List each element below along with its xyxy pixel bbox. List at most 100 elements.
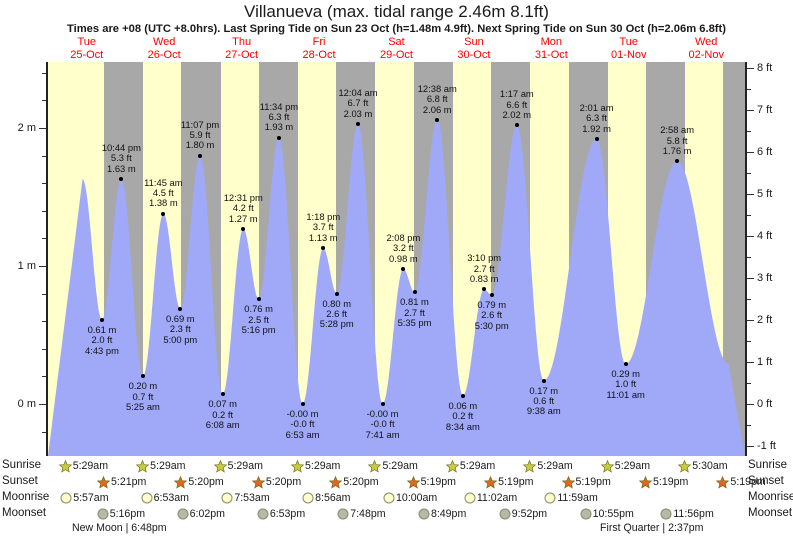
axis-tick	[42, 293, 46, 295]
moonrise-entry-time: 7:53am	[234, 492, 270, 504]
tide-feet: 5.8 ft	[666, 134, 688, 146]
tide-label-low-10: -0.00 m -0.0 ft 6:53 am	[286, 408, 320, 440]
tide-metres: 2.06 m	[422, 103, 452, 115]
tide-label-high-23: 2:01 am 6.3 ft 1.92 m	[580, 102, 614, 134]
moonset-entry-time: 11:56pm	[673, 508, 714, 520]
tide-point-15	[401, 266, 406, 271]
sunset-entry-time: 5:19pm	[498, 476, 534, 488]
sunset-entry-1: 5:20pm	[174, 474, 224, 490]
day-header-5: Sun 30-Oct	[435, 35, 512, 61]
moonset-entry-0: 5:16pm	[97, 506, 145, 522]
axis-tick	[42, 155, 46, 157]
astro-row-moonrise: Moonrise Moonrise 5:57am 6:53am 7:53am 8:56…	[0, 490, 793, 506]
axis-tick	[747, 340, 751, 342]
tide-label-high-3: 11:45 am 4.5 ft 1.38 m	[144, 176, 183, 209]
axis-tick	[747, 298, 751, 300]
axis-tick	[747, 193, 754, 195]
y-axis-left	[46, 62, 48, 456]
astro-row-sunrise: Sunrise Sunrise 5:29am 5:29am 5:29am 5:29am…	[0, 458, 793, 474]
moonrise-entry-0: 5:57am	[60, 490, 109, 506]
sunrise-entry-time: 5:29am	[227, 460, 263, 472]
tide-point-24	[623, 361, 628, 366]
day-of-week: Sun	[464, 36, 484, 48]
day-date: 31-Oct	[534, 48, 568, 61]
tide-metres: 1.63 m	[107, 162, 136, 174]
tide-metres: 1.13 m	[308, 231, 338, 243]
sunset-entry-8: 5:19pm	[716, 474, 766, 490]
axis-tick	[747, 319, 754, 321]
tide-metres: 0.80 m	[322, 297, 352, 309]
axis-tick	[42, 72, 46, 74]
tide-point-22	[541, 378, 546, 383]
axis-tick	[747, 277, 754, 279]
tide-point-5	[198, 153, 203, 158]
tide-label-low-22: 0.17 m 0.6 ft 9:38 am	[526, 385, 561, 417]
moonset-entry-7: 11:56pm	[660, 506, 714, 522]
tide-time: 12:38 am	[417, 82, 457, 94]
axis-tick	[39, 404, 46, 405]
moon-phase-time: 6:48pm	[131, 522, 167, 534]
tide-metres: 0.98 m	[389, 252, 418, 264]
moon-phase-separator: |	[659, 522, 669, 534]
day-date: 01-Nov	[611, 48, 647, 61]
day-date: 02-Nov	[688, 48, 724, 61]
sunset-label-left: Sunset	[2, 475, 38, 487]
tide-time: 8:34 am	[445, 420, 480, 432]
day-of-week: Fri	[312, 36, 326, 48]
tide-label-low-2: 0.20 m 0.7 ft 5:25 am	[126, 380, 160, 412]
tide-label-high-13: 12:04 am 6.7 ft 2.03 m	[338, 87, 377, 119]
moon-phase-1: First Quarter | 2:37pm	[600, 522, 703, 534]
moon-phase-row: New Moon | 6:48pm First Quarter | 2:37pm	[0, 522, 793, 538]
tide-metres: -0.00 m	[366, 408, 399, 419]
tide-feet: 2.7 ft	[404, 306, 425, 318]
axis-tick	[747, 256, 751, 258]
moonrise-entry-time: 11:59am	[557, 492, 598, 504]
star-icon	[368, 459, 382, 473]
star-icon	[445, 459, 459, 473]
tide-point-10	[300, 402, 305, 406]
tide-point-11	[321, 246, 326, 251]
day-of-week: Sat	[388, 36, 405, 48]
axis-tick	[747, 361, 754, 363]
tide-feet: 2.0 ft	[91, 334, 113, 346]
y-label-right-2ft: 2 ft	[757, 313, 773, 326]
tide-metres: 1.76 m	[662, 144, 692, 156]
tide-feet: 6.3 ft	[268, 111, 290, 123]
axis-tick	[39, 128, 46, 129]
tide-time: 11:45 am	[144, 176, 183, 188]
moonrise-label-left: Moonrise	[2, 491, 50, 503]
tide-label-high-17: 12:38 am 6.8 ft 2.06 m	[417, 82, 457, 115]
moonset-label-left: Moonset	[2, 507, 47, 519]
tide-metres: 0.69 m	[165, 312, 195, 324]
tide-label-high-21: 1:17 am 6.6 ft 2.02 m	[500, 88, 534, 120]
moonset-label-right: Moonset	[748, 507, 793, 519]
tide-point-9	[276, 135, 281, 140]
moonset-entry-time: 8:49pm	[430, 508, 467, 520]
tide-label-high-25: 2:58 am 5.8 ft 1.76 m	[660, 124, 694, 156]
moonrise-entry-3: 8:56am	[302, 490, 351, 506]
tide-metres: 0.79 m	[477, 298, 507, 310]
moonset-entry-2: 6:53pm	[257, 506, 305, 522]
tide-feet: 0.7 ft	[132, 390, 154, 402]
tide-point-8	[256, 297, 261, 302]
tide-point-6	[220, 392, 225, 397]
moonrise-entry-6: 11:59am	[544, 490, 598, 506]
sunrise-entry-2: 5:29am	[213, 458, 263, 474]
tide-metres: 0.61 m	[87, 323, 117, 335]
y-axis-right	[745, 62, 747, 456]
circle-icon	[60, 492, 72, 504]
y-label-right-8ft: 8 ft	[757, 61, 773, 74]
star-icon	[58, 459, 72, 473]
tide-label-low-6: 0.07 m 0.2 ft 6:08 am	[206, 398, 240, 430]
day-date: 28-Oct	[302, 48, 336, 61]
circle-icon	[499, 508, 511, 520]
axis-tick	[747, 404, 754, 405]
tide-label-high-9: 11:34 pm 6.3 ft 1.93 m	[260, 101, 298, 133]
moon-phase-name: First Quarter	[600, 522, 660, 534]
tide-time: 9:38 am	[526, 405, 561, 417]
tide-time: 7:41 am	[365, 428, 400, 440]
sunrise-entry-time: 5:30am	[692, 460, 728, 472]
moonset-entry-3: 7:48pm	[337, 506, 386, 522]
circle-icon	[97, 508, 109, 520]
